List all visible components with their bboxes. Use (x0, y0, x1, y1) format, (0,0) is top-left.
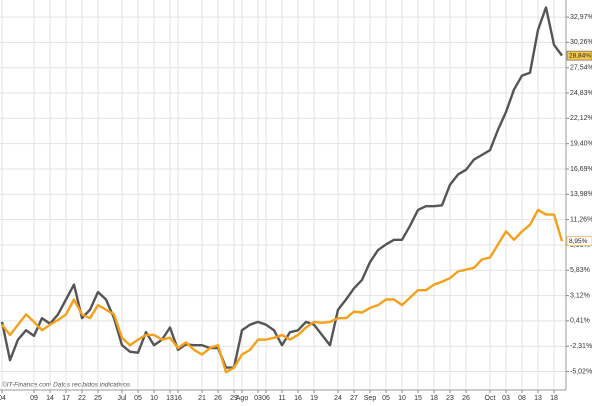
y-tick-label: 22,12% (570, 115, 592, 122)
y-tick-label: -2,31% (570, 343, 592, 350)
x-tick-label: 16 (174, 395, 182, 402)
x-tick-label: 03 (254, 395, 262, 402)
x-tick-label: 03 (502, 395, 510, 402)
x-tick-label: 08 (518, 395, 526, 402)
x-tick-label: 26 (462, 395, 470, 402)
x-tick-label: 13 (166, 395, 174, 402)
x-tick-label: Ago (236, 395, 249, 402)
x-tick-label: 22 (78, 395, 86, 402)
x-tick-label: 09 (30, 395, 38, 402)
x-tick-label: 17 (62, 395, 70, 402)
x-tick-label: 10 (150, 395, 158, 402)
y-tick-label: 0,41% (570, 318, 590, 325)
x-tick-label: Oct (485, 395, 496, 402)
x-tick-label: 27 (350, 395, 358, 402)
y-tick-label: 24,83% (570, 90, 592, 97)
x-tick-label: 19 (310, 395, 318, 402)
x-tick-label: 29 (230, 395, 238, 402)
value-label: 28,84% (569, 52, 591, 59)
series-line (1, 208, 564, 374)
y-tick-label: 11,26% (570, 216, 592, 223)
grid (0, 0, 569, 393)
x-tick-label: 11 (278, 395, 285, 402)
value-badge (566, 236, 592, 246)
x-tick-label: 05 (134, 395, 142, 402)
y-tick-label: 13,98% (570, 191, 592, 198)
value-label: 8,95% (569, 238, 588, 245)
y-tick-label: 5,83% (570, 267, 590, 274)
y-tick-label: 19,40% (570, 141, 592, 148)
x-tick-label: 06 (262, 395, 270, 402)
x-tick-label: 16 (294, 395, 302, 402)
labels: 32,97% 30,26% 27,54% 24,83% 22,12% 19,40% 16,6… (0, 14, 592, 402)
x-tick-label: 25 (94, 395, 102, 402)
x-tick-label: Jul (118, 395, 127, 402)
y-tick-label: 30,26% (570, 39, 592, 46)
x-tick-label: 14 (46, 395, 54, 402)
series-line (0, 6, 563, 369)
y-tick-label: 27,54% (570, 65, 592, 72)
x-tick-label: 05 (382, 395, 390, 402)
x-tick-label: 23 (446, 395, 454, 402)
y-tick-label: 32,97% (570, 14, 592, 21)
y-tick-label: 3,12% (570, 292, 590, 299)
value-badge (566, 50, 592, 61)
x-tick-label: 15 (414, 395, 422, 402)
x-tick-label: 18 (550, 395, 558, 402)
x-tick-label: 13 (534, 395, 542, 402)
x-tick-label: 10 (398, 395, 406, 402)
x-tick-label: 21 (198, 395, 206, 402)
x-tick-label: 24 (334, 395, 342, 402)
y-tick-label: -5,02% (570, 368, 592, 375)
x-tick-label: 04 (0, 395, 6, 402)
x-tick-label: Sep (364, 395, 377, 402)
x-tick-label: 18 (430, 395, 438, 402)
x-tick-label: 26 (214, 395, 222, 402)
y-tick-label: 16,69% (570, 166, 592, 173)
